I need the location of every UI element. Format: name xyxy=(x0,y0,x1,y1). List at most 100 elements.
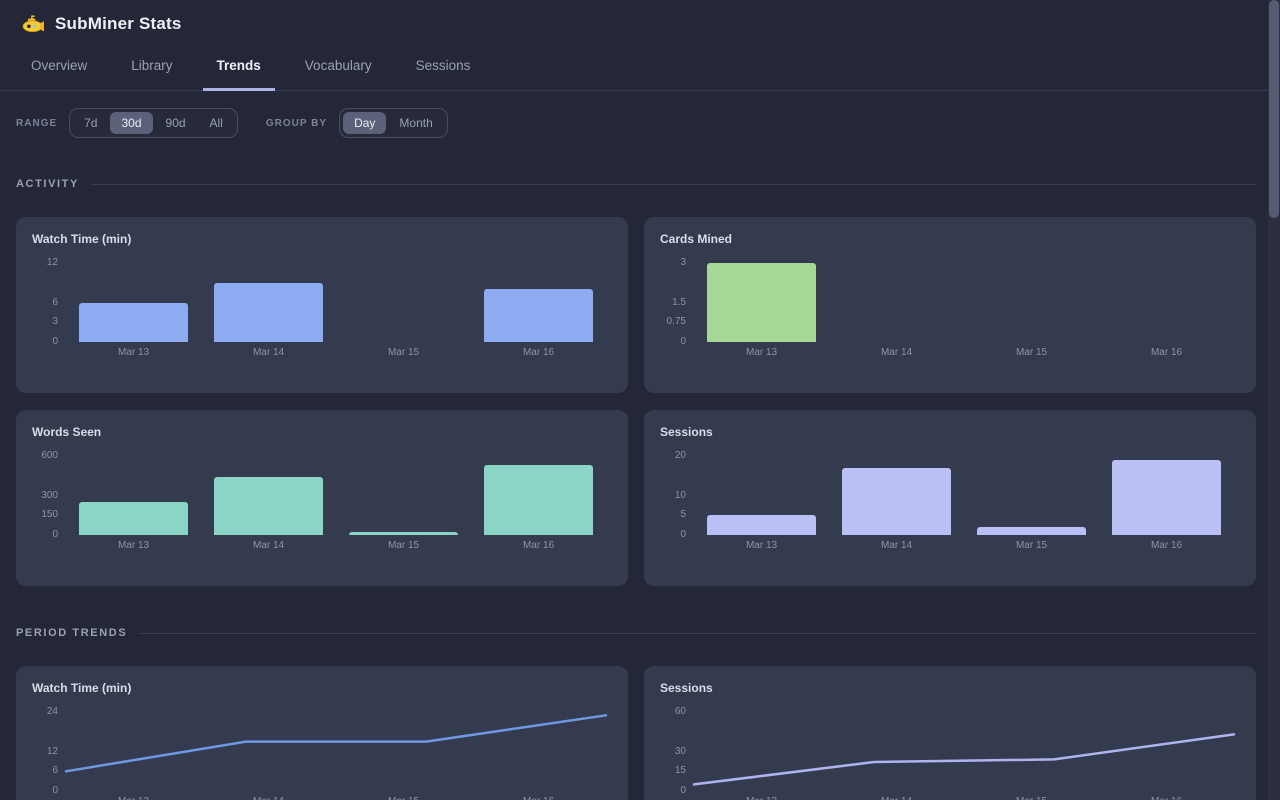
tab-overview[interactable]: Overview xyxy=(31,58,88,73)
x-tick-label: Mar 14 xyxy=(829,796,964,800)
x-tick-label: Mar 14 xyxy=(252,540,285,551)
chart-card-cards-mined: Cards Mined 3 1.5 0.75 0 Mar 13 Mar 14 Mar 15 Ma… xyxy=(644,217,1256,393)
trend-line-svg xyxy=(692,733,1236,786)
x-tick-label: Mar 15 xyxy=(387,540,420,551)
section-grid-0: Watch Time (min) 12 6 3 0 Mar 13 Mar 14 Mar 15 M… xyxy=(16,217,1256,586)
y-tick-label: 12 xyxy=(46,745,58,757)
range-segmented-control: 7d 30d 90d All xyxy=(69,108,238,138)
trend-line xyxy=(692,733,1236,786)
tab-sessions[interactable]: Sessions xyxy=(415,58,471,73)
range-option-7d[interactable]: 7d xyxy=(73,112,108,134)
x-tick-label: Mar 14 xyxy=(880,347,913,358)
y-tick-label: 3 xyxy=(52,316,58,328)
plot: Mar 13 Mar 14 Mar 15 Mar 16 xyxy=(694,456,1234,551)
group-by-segmented-control: Day Month xyxy=(339,108,448,138)
y-tick-label: 15 xyxy=(674,765,686,777)
section-title: PERIOD TRENDS xyxy=(16,627,128,639)
chart-title: Words Seen xyxy=(32,425,102,439)
x-tick-label: Mar 13 xyxy=(117,347,150,358)
section-title: ACTIVITY xyxy=(16,178,79,190)
bar-mar-15 xyxy=(348,531,459,535)
x-tick-label: Mar 15 xyxy=(1015,540,1048,551)
x-tick-label: Mar 13 xyxy=(745,540,778,551)
x-tick-label: Mar 14 xyxy=(880,540,913,551)
y-tick-label: 24 xyxy=(46,706,58,717)
y-tick-label: 30 xyxy=(674,745,686,757)
y-tick-label: 0 xyxy=(52,336,58,347)
bar-mar-16 xyxy=(483,465,594,535)
submarine-icon xyxy=(22,14,44,34)
y-tick-label: 0.75 xyxy=(666,316,686,328)
y-tick-label: 3 xyxy=(680,257,686,268)
x-tick-label: Mar 16 xyxy=(1150,540,1183,551)
bar-mar-14 xyxy=(841,467,952,535)
trend-line xyxy=(64,714,608,773)
bar-mar-16 xyxy=(1111,459,1222,535)
y-tick-label: 600 xyxy=(41,450,58,461)
x-tick-label: Mar 14 xyxy=(201,796,336,800)
chart-plot-area: 600 300 150 0 Mar 13 Mar 14 Mar 15 Mar 16 xyxy=(32,450,612,580)
tab-bar: Overview Library Trends Vocabulary Sessions xyxy=(0,48,1280,91)
x-tick-label: Mar 16 xyxy=(1150,347,1183,358)
y-tick-label: 0 xyxy=(680,336,686,347)
y-tick-label: 5 xyxy=(680,509,686,521)
app-title: SubMiner Stats xyxy=(55,14,182,33)
x-tick-label: Mar 13 xyxy=(745,347,778,358)
y-tick-label: 20 xyxy=(674,450,686,461)
chart-card-sessions: Sessions 20 10 5 0 Mar 13 Mar 14 Mar 15 Mar 16 xyxy=(644,410,1256,586)
section-divider xyxy=(90,183,1256,185)
group-by-label: GROUP BY xyxy=(265,117,328,129)
chart-card-words-seen: Words Seen 600 300 150 0 Mar 13 Mar 14 Mar 15 Ma… xyxy=(16,410,628,586)
group-by-option-day[interactable]: Day xyxy=(343,112,387,134)
y-tick-label: 6 xyxy=(52,765,58,777)
x-tick-label: Mar 16 xyxy=(522,347,555,358)
range-option-all[interactable]: All xyxy=(199,112,234,134)
chart-title: Cards Mined xyxy=(660,232,733,246)
bar-mar-14 xyxy=(213,477,324,535)
bar-mar-13 xyxy=(78,502,189,535)
group-by-option-month[interactable]: Month xyxy=(388,112,443,134)
filter-controls: RANGE 7d 30d 90d All GROUP BY Day Month xyxy=(16,108,1264,138)
x-tick-label: Mar 16 xyxy=(1099,796,1234,800)
chart-title: Watch Time (min) xyxy=(32,681,132,695)
chart-title: Sessions xyxy=(660,681,713,695)
y-tick-label: 0 xyxy=(680,785,686,796)
section-header-period-trends: PERIOD TRENDS xyxy=(16,627,1256,639)
bar-mar-16 xyxy=(483,289,594,342)
y-tick-label: 150 xyxy=(41,509,58,521)
bar-mar-13 xyxy=(706,515,817,535)
tab-library[interactable]: Library xyxy=(131,58,173,73)
y-tick-label: 60 xyxy=(674,706,686,717)
x-tick-label: Mar 15 xyxy=(964,796,1099,800)
range-label: RANGE xyxy=(16,117,58,129)
x-tick-label: Mar 16 xyxy=(471,796,606,800)
chart-title: Watch Time (min) xyxy=(32,232,132,246)
bar-mar-14 xyxy=(213,282,324,342)
tab-vocabulary[interactable]: Vocabulary xyxy=(304,58,372,73)
range-option-30d[interactable]: 30d xyxy=(110,112,153,134)
scrollbar-track[interactable] xyxy=(1268,0,1280,800)
range-option-90d[interactable]: 90d xyxy=(155,112,197,134)
chart-title: Sessions xyxy=(660,425,713,439)
y-tick-label: 300 xyxy=(41,489,58,501)
x-tick-label: Mar 13 xyxy=(694,796,829,800)
scrollbar-thumb[interactable] xyxy=(1269,0,1279,218)
trend-line-svg xyxy=(64,714,608,773)
y-tick-label: 1.5 xyxy=(672,296,686,308)
tab-trends[interactable]: Trends xyxy=(202,48,275,91)
x-tick-label: Mar 14 xyxy=(252,347,285,358)
chart-plot-area: 20 10 5 0 Mar 13 Mar 14 Mar 15 Mar 16 xyxy=(660,450,1240,580)
chart-plot-area: 3 1.5 0.75 0 Mar 13 Mar 14 Mar 15 Mar 16 xyxy=(660,257,1240,387)
bar-mar-15 xyxy=(976,527,1087,535)
app-header: SubMiner Stats xyxy=(0,0,1280,34)
x-tick-label: Mar 16 xyxy=(522,540,555,551)
y-tick-label: 10 xyxy=(674,489,686,501)
